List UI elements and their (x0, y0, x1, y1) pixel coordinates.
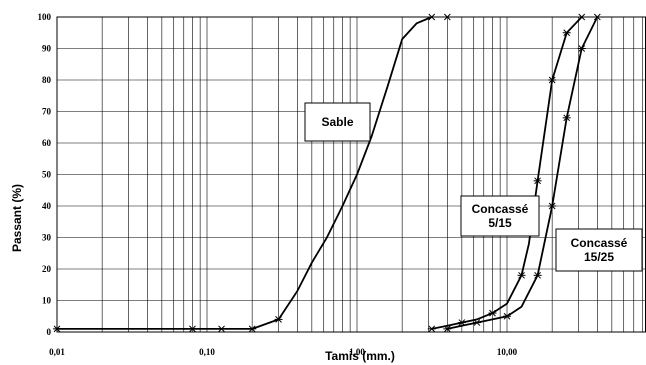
x-tick-label: 0,10 (199, 347, 215, 357)
series-group (57, 16, 599, 330)
data-point (562, 29, 571, 37)
data-point (217, 325, 226, 333)
y-tick-label: 0 (47, 327, 52, 337)
y-tick-label: 80 (42, 75, 52, 85)
y-tick-label: 100 (38, 12, 52, 22)
data-point (503, 312, 511, 320)
data-point (533, 177, 542, 185)
y-tick-label: 50 (42, 170, 52, 180)
data-point (443, 325, 452, 333)
data-point (562, 114, 571, 122)
data-point (53, 325, 61, 333)
series-line-0 (57, 16, 433, 330)
y-tick-label: 10 (42, 296, 52, 306)
data-point (548, 202, 557, 210)
data-point (548, 76, 557, 84)
grid (56, 16, 646, 333)
data-point (457, 319, 466, 326)
tick-labels-group: 0 10 20 30 40 50 60 70 80 90 100 0,01 0,10 1,00 10,00 (38, 12, 518, 357)
data-point (488, 309, 497, 317)
data-point (517, 271, 526, 279)
annotation-text: Concassé (571, 236, 628, 250)
y-tick-label: 60 (42, 138, 52, 148)
y-tick-label: 40 (42, 201, 52, 211)
data-point (533, 271, 542, 279)
data-point (577, 13, 586, 21)
annotation-text: 15/25 (584, 250, 614, 264)
data-point (188, 325, 197, 333)
annotation-text: 5/15 (488, 216, 512, 230)
data-point (274, 316, 283, 323)
series-line-1 (431, 16, 583, 330)
data-point (248, 325, 257, 333)
x-tick-label: 1,00 (349, 347, 365, 357)
y-tick-label: 90 (42, 44, 52, 54)
data-point (427, 13, 436, 21)
data-point (577, 45, 586, 52)
annotation-0: Sable (304, 102, 371, 142)
x-tick-label: 0,01 (49, 347, 65, 357)
data-point (427, 325, 436, 333)
series-line-2 (447, 16, 599, 330)
y-axis-label: Passant (%) (10, 184, 24, 252)
data-point (443, 13, 452, 21)
data-point (472, 319, 481, 326)
data-point (593, 13, 602, 21)
annotation-text: Concassé (472, 202, 529, 216)
x-axis-label: Tamis (mm.) (325, 349, 395, 363)
y-tick-label: 70 (42, 107, 52, 117)
x-tick-label: 10,00 (497, 347, 518, 357)
markers-group (53, 13, 602, 333)
y-tick-label: 20 (42, 264, 52, 274)
annotation-text: Sable (321, 115, 353, 129)
y-tick-label: 30 (42, 233, 52, 243)
